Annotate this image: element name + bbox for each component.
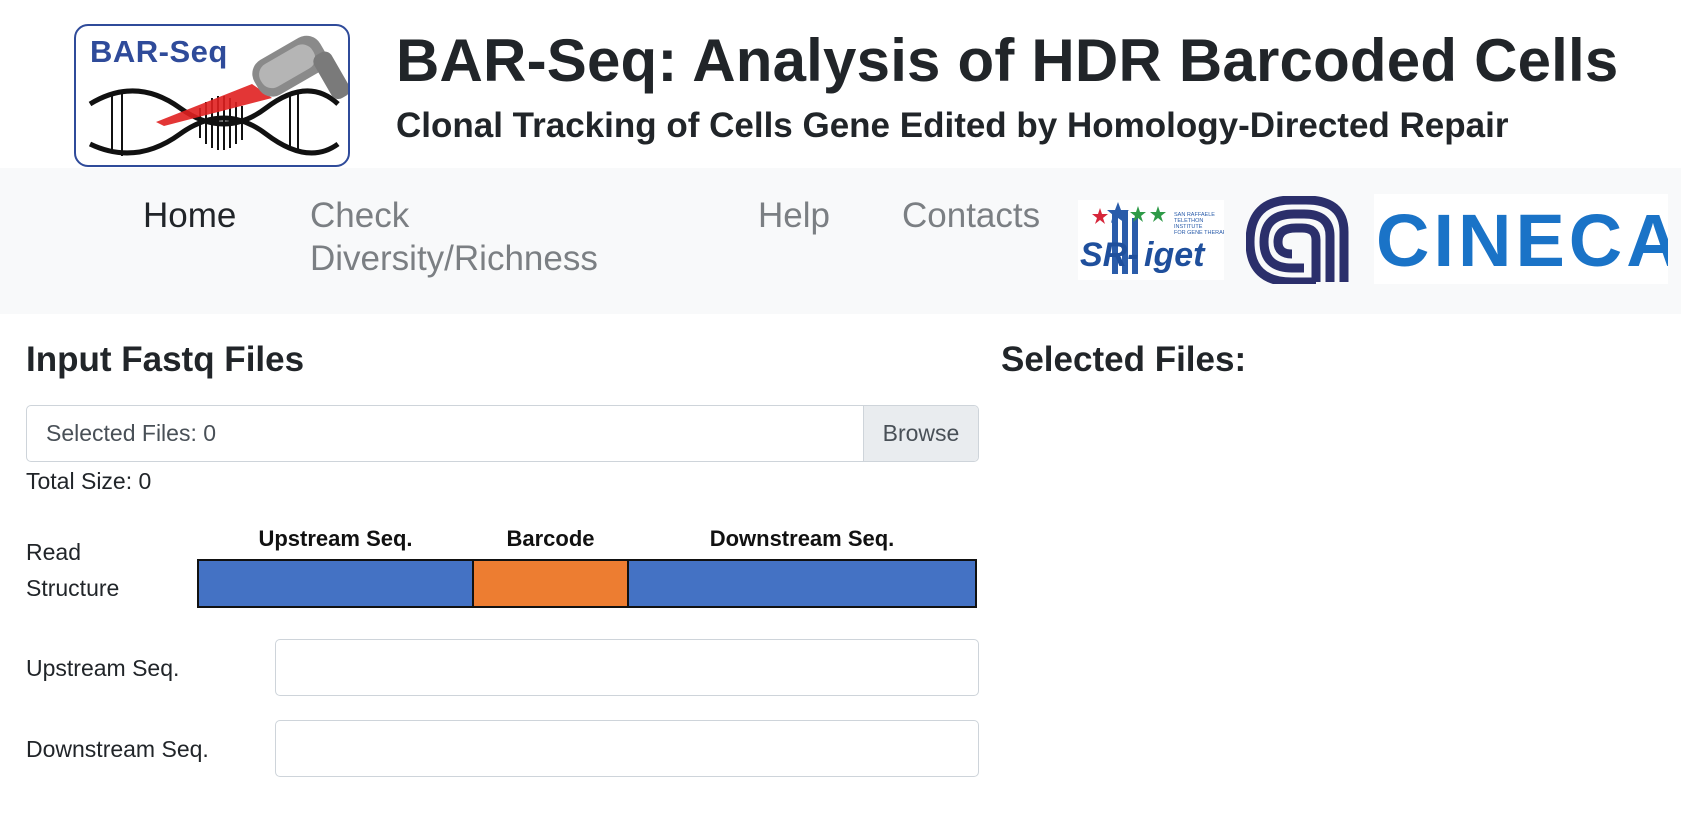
page-header: BAR-Seq BAR-Seq: Analysis of HDR Barcode… xyxy=(0,0,1681,168)
selected-files-title: Selected Files: xyxy=(1001,340,1247,379)
svg-text:INSTITUTE: INSTITUTE xyxy=(1174,224,1203,230)
segment-bar-barcode xyxy=(472,559,629,608)
downstream-seq-input[interactable] xyxy=(275,720,979,777)
svg-text:TELETHON: TELETHON xyxy=(1174,218,1203,224)
read-structure-diagram: Upstream Seq. Barcode Downstream Seq. xyxy=(197,526,977,608)
svg-text:SAN RAFFAELE: SAN RAFFAELE xyxy=(1174,212,1215,218)
input-section-title: Input Fastq Files xyxy=(26,340,305,379)
upstream-seq-label: Upstream Seq. xyxy=(26,655,180,681)
nav-help[interactable]: Help xyxy=(758,196,830,235)
svg-text:CINECA: CINECA xyxy=(1376,199,1668,282)
svg-text:FOR GENE THERAPY: FOR GENE THERAPY xyxy=(1174,230,1224,236)
nav-contacts[interactable]: Contacts xyxy=(902,196,1041,235)
browse-button[interactable]: Browse xyxy=(863,406,978,461)
logo-text: BAR-Seq xyxy=(90,34,228,69)
nav-check-diversity[interactable]: Check Diversity/Richness xyxy=(310,196,598,278)
segment-label-barcode: Barcode xyxy=(506,526,595,551)
dna-scanner-graphic xyxy=(88,35,348,156)
total-size-text: Total Size: 0 xyxy=(26,468,152,494)
navbar: Home Check Diversity/Richness Help Conta… xyxy=(0,168,1681,314)
file-input[interactable]: Selected Files: 0 Browse xyxy=(26,405,979,462)
upstream-seq-input[interactable] xyxy=(275,639,979,696)
page-subtitle: Clonal Tracking of Cells Gene Edited by … xyxy=(396,106,1509,145)
segment-label-upstream: Upstream Seq. xyxy=(258,526,413,551)
file-input-label: Selected Files: 0 xyxy=(46,420,217,446)
nav-home[interactable]: Home xyxy=(143,196,237,235)
svg-text:iget: iget xyxy=(1144,236,1206,274)
svg-text:SR-: SR- xyxy=(1080,236,1139,274)
cineca-logo[interactable]: CINECA xyxy=(1374,194,1680,284)
sr-tiget-logo[interactable]: SAN RAFFAELE TELETHON INSTITUTE FOR GENE… xyxy=(1078,200,1230,280)
page-title: BAR-Seq: Analysis of HDR Barcoded Cells xyxy=(396,27,1619,94)
bar-seq-logo: BAR-Seq xyxy=(74,24,350,167)
segment-bar-downstream xyxy=(627,559,977,608)
segment-label-downstream: Downstream Seq. xyxy=(709,526,895,551)
segment-bar-upstream xyxy=(197,559,474,608)
read-structure-label: Read Structure xyxy=(26,539,120,601)
downstream-seq-label: Downstream Seq. xyxy=(26,736,209,762)
cnr-logo[interactable] xyxy=(1245,195,1352,287)
